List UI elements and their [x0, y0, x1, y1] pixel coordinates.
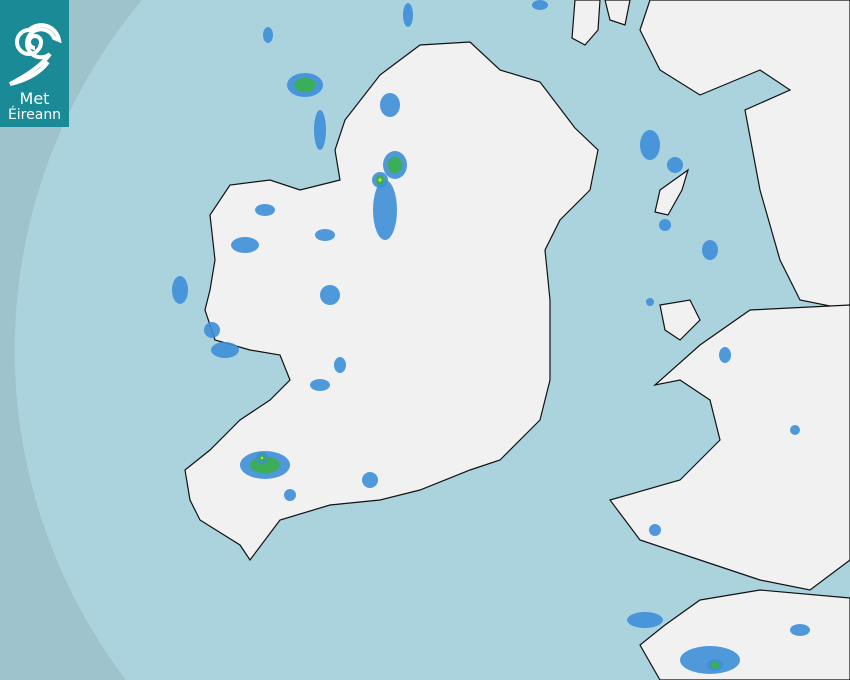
- rain-cell: [284, 489, 296, 501]
- swirl-logo-icon: [9, 23, 62, 86]
- rain-cell: [255, 204, 275, 216]
- wales-england-landmass: [608, 304, 850, 591]
- rain-cell: [362, 472, 378, 488]
- rain-cell: [172, 276, 188, 304]
- rain-cell: [640, 130, 660, 160]
- rain-cell: [320, 285, 340, 305]
- rain-cell: [263, 27, 273, 43]
- isle-of-man: [654, 168, 690, 216]
- rain-cell: [659, 219, 671, 231]
- ireland-landmass: [184, 41, 599, 562]
- rain-cell: [403, 3, 413, 27]
- rain-cell: [310, 379, 330, 391]
- rain-cell: [532, 0, 548, 10]
- rain-cell: [380, 93, 400, 117]
- rain-cell: [260, 456, 264, 460]
- rain-echoes: [172, 0, 810, 674]
- rain-cell: [334, 357, 346, 373]
- rain-cell: [315, 229, 335, 241]
- met-eireann-logo[interactable]: Met Éireann: [0, 0, 69, 127]
- rain-cell: [373, 180, 397, 240]
- rain-cell: [231, 237, 259, 253]
- scottish-islands: [571, 0, 601, 46]
- rain-cell: [719, 347, 731, 363]
- rain-cell: [667, 157, 683, 173]
- anglesey: [659, 299, 701, 341]
- scottish-islands-2: [604, 0, 631, 26]
- rain-cell: [378, 178, 382, 182]
- rain-cell: [649, 524, 661, 536]
- rain-cell: [702, 240, 718, 260]
- rain-cell: [387, 156, 403, 174]
- rain-cell: [294, 77, 316, 93]
- rain-cell: [314, 110, 326, 150]
- rain-cell: [680, 646, 740, 674]
- rain-cell: [710, 661, 720, 669]
- rain-cell: [790, 624, 810, 636]
- rain-cell: [204, 322, 220, 338]
- logo-text-met: Met: [19, 89, 50, 108]
- logo-text-eireann: Éireann: [7, 107, 62, 123]
- scotland-landmass: [639, 0, 850, 311]
- rain-cell: [646, 298, 654, 306]
- rain-cell: [211, 342, 239, 358]
- rain-cell: [790, 425, 800, 435]
- rain-cell: [627, 612, 663, 628]
